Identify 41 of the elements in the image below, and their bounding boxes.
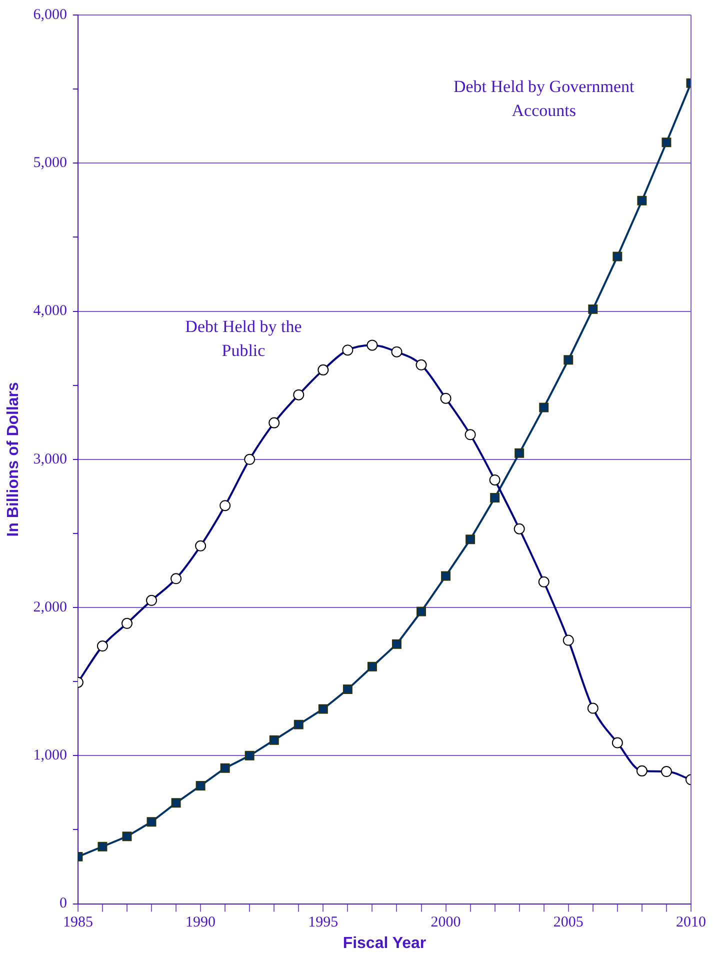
point [342,684,352,694]
x-tick-label: 1990 [186,914,216,931]
x-axis-title: Fiscal Year [342,934,426,952]
y-tick-label: 5,000 [33,155,67,172]
point [171,798,181,808]
series-label: Debt Held by the Public [185,316,302,360]
point [564,355,574,365]
point [539,402,549,412]
y-tick-label: 2,000 [33,599,67,616]
point [441,571,451,581]
point [367,662,377,672]
x-tick-label: 1995 [308,914,338,931]
y-tick-label: 1,000 [33,748,67,764]
point [220,763,230,773]
point [196,780,206,790]
point [514,448,524,458]
point [244,750,254,760]
point [122,832,132,842]
point [146,817,156,827]
x-tick-label: 2005 [553,914,584,931]
point [612,252,622,262]
y-tick-label: 6,000 [33,6,67,23]
series-label: Debt Held by Government Accounts [453,76,635,120]
point [98,842,108,852]
point [269,735,279,745]
y-tick-label: 4,000 [33,303,67,320]
y-tick-label: 3,000 [33,451,67,468]
point [466,534,476,544]
y-axis-title: In Billions of Dollars [5,382,22,537]
x-tick-label: 2010 [676,914,706,931]
point [490,493,500,503]
point [588,304,598,314]
point [416,606,426,616]
point [637,196,647,206]
x-tick-label: 1985 [62,914,93,931]
x-tick-label: 2000 [430,914,461,931]
point [662,138,672,148]
point [294,720,304,730]
y-tick-label: 0 [59,896,67,912]
point [318,704,328,714]
point [392,639,402,649]
